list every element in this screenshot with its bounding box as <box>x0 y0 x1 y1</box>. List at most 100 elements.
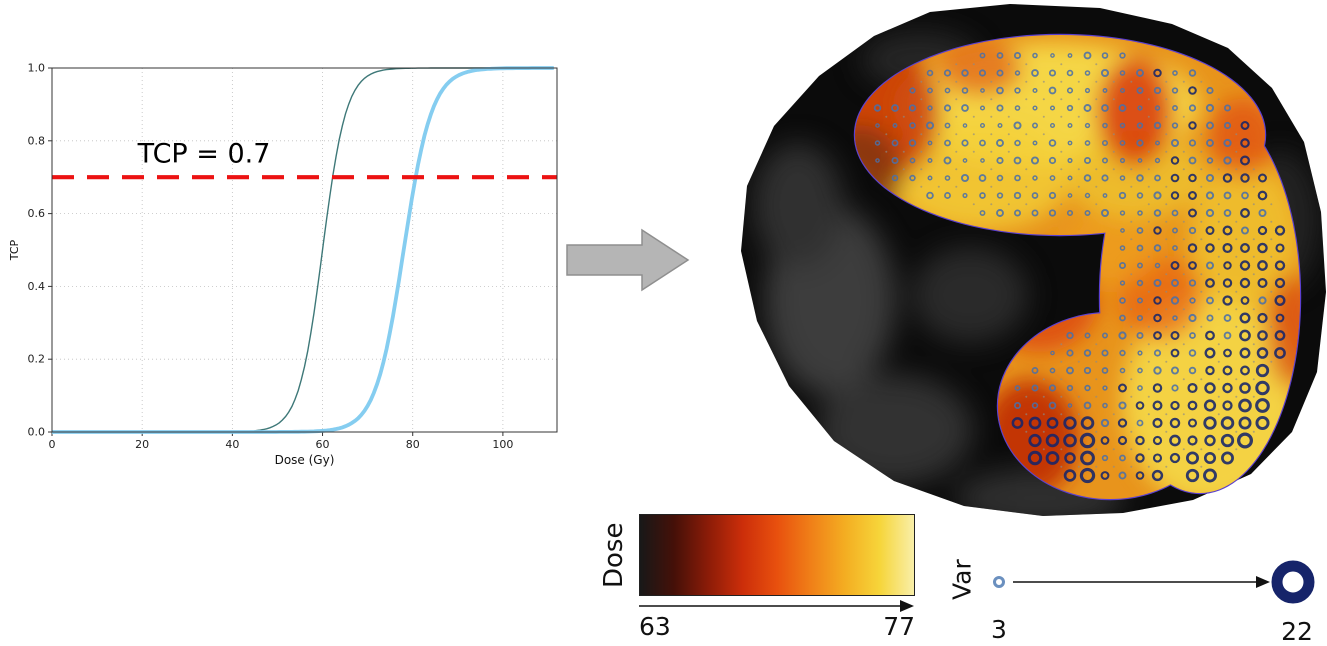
grid-dot <box>1112 168 1115 171</box>
variance-marker <box>1028 433 1042 448</box>
grid-dot <box>990 168 993 171</box>
variance-marker <box>1048 384 1057 392</box>
variance-marker <box>1153 349 1162 357</box>
variance-marker <box>1048 401 1057 410</box>
variance-marker <box>1170 348 1180 358</box>
variance-marker <box>1136 279 1144 287</box>
variance-marker <box>1136 297 1144 304</box>
grid-dot <box>920 133 923 136</box>
var-legend-label: Var <box>947 559 977 601</box>
grid-dot <box>1147 395 1150 398</box>
variance-marker <box>979 210 986 216</box>
variance-marker <box>1067 193 1073 198</box>
grid-dot <box>1235 238 1238 241</box>
variance-marker <box>1221 451 1234 465</box>
variance-marker <box>1275 243 1285 253</box>
tick-labels: 0 20 40 60 80 100 0.0 0.2 0.4 0.6 0.8 1.0 <box>28 62 514 452</box>
grid-dot <box>1217 360 1220 363</box>
grid-dot <box>1200 448 1203 451</box>
var-arrowhead-icon <box>1256 576 1270 588</box>
variance-marker <box>1136 122 1144 129</box>
variance-marker <box>996 192 1004 199</box>
grid-dot <box>1042 133 1045 136</box>
variance-marker <box>1119 314 1126 322</box>
variance-marker <box>1117 418 1128 428</box>
grid-dot <box>972 115 975 118</box>
variance-marker <box>1274 260 1286 271</box>
variance-marker <box>1032 87 1038 94</box>
grid-dot <box>1200 80 1203 83</box>
variance-marker <box>1046 417 1059 429</box>
variance-marker <box>1100 68 1110 78</box>
variance-marker <box>1257 242 1268 254</box>
variance-marker <box>1048 86 1057 95</box>
grid-dot <box>1077 185 1080 188</box>
variance-marker <box>1172 315 1178 321</box>
grid-dot <box>1252 273 1255 276</box>
variance-marker <box>1083 401 1092 410</box>
grid-dot <box>1147 360 1150 363</box>
variance-marker <box>1185 451 1200 465</box>
variance-marker <box>927 105 933 111</box>
variance-marker <box>1102 88 1108 93</box>
variance-marker <box>1169 417 1181 429</box>
variance-marker <box>1153 86 1162 95</box>
variance-marker <box>1188 279 1197 287</box>
grid-dot <box>972 150 975 153</box>
grid-dot <box>1182 168 1185 171</box>
variance-marker <box>1066 331 1074 340</box>
variance-marker <box>1187 400 1198 411</box>
variance-marker <box>1154 105 1161 111</box>
variance-marker <box>1136 314 1144 322</box>
grid-dot <box>990 185 993 188</box>
x-tick-label: 0 <box>49 438 56 451</box>
grid-dot <box>1165 220 1168 223</box>
grid-dot <box>990 203 993 206</box>
grid-dot <box>1217 395 1220 398</box>
variance-marker <box>1187 243 1198 253</box>
variance-marker <box>1204 347 1216 359</box>
grid-dot <box>1147 203 1150 206</box>
variance-marker <box>1031 367 1039 374</box>
variance-marker <box>1100 418 1110 428</box>
variance-marker <box>1032 140 1038 146</box>
grid-dot <box>1252 343 1255 346</box>
variance-marker <box>1239 329 1251 342</box>
variance-marker <box>1223 331 1232 340</box>
y-axis-label: TCP <box>8 239 21 261</box>
variance-marker <box>891 104 899 112</box>
variance-marker <box>927 140 933 146</box>
grid-dot <box>1147 308 1150 311</box>
variance-marker <box>979 52 986 59</box>
grid-dot <box>1200 273 1203 276</box>
variance-marker <box>944 192 951 199</box>
grid-dot <box>1042 395 1045 398</box>
grid-dot <box>1165 343 1168 346</box>
grid-dot <box>1217 290 1220 293</box>
variance-marker <box>1013 156 1022 165</box>
grid-dot <box>1252 430 1255 433</box>
variance-marker <box>1066 87 1074 94</box>
grid-dot <box>1060 98 1063 101</box>
variance-marker <box>1066 384 1074 392</box>
grid-dot <box>1025 413 1028 416</box>
grid-dot <box>1042 378 1045 381</box>
variance-marker <box>1189 332 1196 339</box>
grid-dot <box>1060 343 1063 346</box>
variance-marker <box>996 86 1004 95</box>
variance-marker <box>892 123 898 128</box>
grid-dot <box>1025 168 1028 171</box>
variance-marker <box>1170 366 1180 375</box>
grid-dot <box>1217 255 1220 258</box>
grid-dot <box>1165 185 1168 188</box>
variance-marker <box>1206 157 1214 164</box>
variance-marker <box>1223 138 1232 148</box>
grid-dot <box>1095 80 1098 83</box>
grid-dot <box>1095 448 1098 451</box>
variance-marker <box>1222 242 1233 254</box>
variance-marker <box>1151 469 1164 482</box>
grid-dot <box>955 63 958 66</box>
grid-dot <box>1182 448 1185 451</box>
grid-dot <box>1165 413 1168 416</box>
variance-marker <box>891 156 899 165</box>
